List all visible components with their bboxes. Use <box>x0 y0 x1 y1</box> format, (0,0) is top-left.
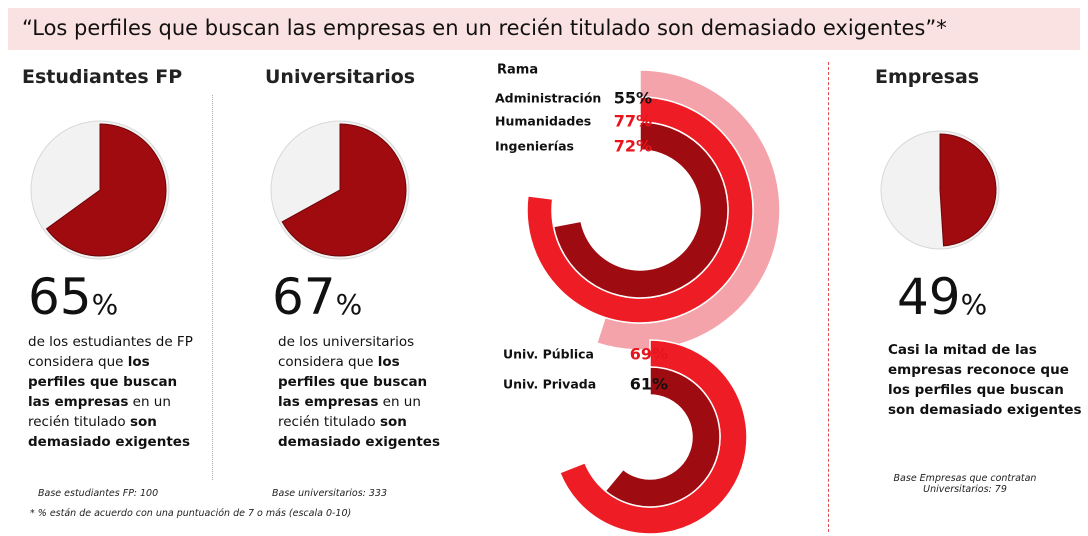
value: 49 <box>897 268 961 326</box>
big-number: 65% <box>28 272 118 322</box>
description-part: los perfiles que buscan las empresas <box>278 354 428 410</box>
separator <box>828 62 829 532</box>
value-label: 61% <box>630 375 668 394</box>
page-title: “Los perfiles que buscan las empresas en… <box>22 16 947 40</box>
description-part: en un recién titulado <box>28 394 171 430</box>
value-label: 69% <box>630 345 668 364</box>
description-part: de los estudiantes de FP considera que <box>28 334 193 370</box>
value-label: 55% <box>614 89 652 108</box>
description-part: los perfiles que buscan las empresas <box>28 354 178 410</box>
unit: % <box>335 288 363 321</box>
category-label: Humanidades <box>495 114 591 129</box>
description-part: Casi la mitad de las empresas reconoce q… <box>888 342 1082 418</box>
description: de los universitarios considera que los … <box>278 332 443 452</box>
pie-slice <box>939 133 997 247</box>
panel-title: Universitarios <box>265 66 416 88</box>
separator <box>212 95 213 480</box>
value: 67 <box>272 268 336 326</box>
description: de los estudiantes de FP considera que l… <box>28 332 193 452</box>
chart-title: Rama <box>497 63 538 78</box>
description-part: de los universitarios considera que <box>278 334 415 370</box>
description-part: en un recién titulado <box>278 394 421 430</box>
panel-title: Empresas <box>875 66 980 88</box>
value-label: 77% <box>614 112 652 131</box>
pie-slice <box>281 123 407 257</box>
base-note: Base universitarios: 333 <box>272 488 388 499</box>
radial-bar <box>552 121 729 299</box>
unit: % <box>91 288 119 321</box>
base-note: Base estudiantes FP: 100 <box>38 488 159 499</box>
description-part: son demasiado exigentes <box>278 414 440 450</box>
value: 65 <box>28 268 92 326</box>
big-number: 67% <box>272 272 362 322</box>
radial-bar <box>604 366 721 508</box>
category-label: Administración <box>495 91 601 106</box>
footnote: * % están de acuerdo con una puntuación … <box>30 508 352 519</box>
category-label: Univ. Privada <box>503 377 596 392</box>
base-note: Base Empresas que contratan Universitari… <box>893 473 1037 495</box>
value-label: 72% <box>614 137 652 156</box>
panel-title: Estudiantes FP <box>22 66 183 88</box>
category-label: Univ. Pública <box>503 347 594 362</box>
pie-slice <box>45 123 167 257</box>
description: Casi la mitad de las empresas reconoce q… <box>888 340 1083 420</box>
unit: % <box>960 288 988 321</box>
category-label: Ingenierías <box>495 139 574 154</box>
description-part: son demasiado exigentes <box>28 414 190 450</box>
big-number: 49% <box>897 272 987 322</box>
header-band: “Los perfiles que buscan las empresas en… <box>8 8 1080 50</box>
